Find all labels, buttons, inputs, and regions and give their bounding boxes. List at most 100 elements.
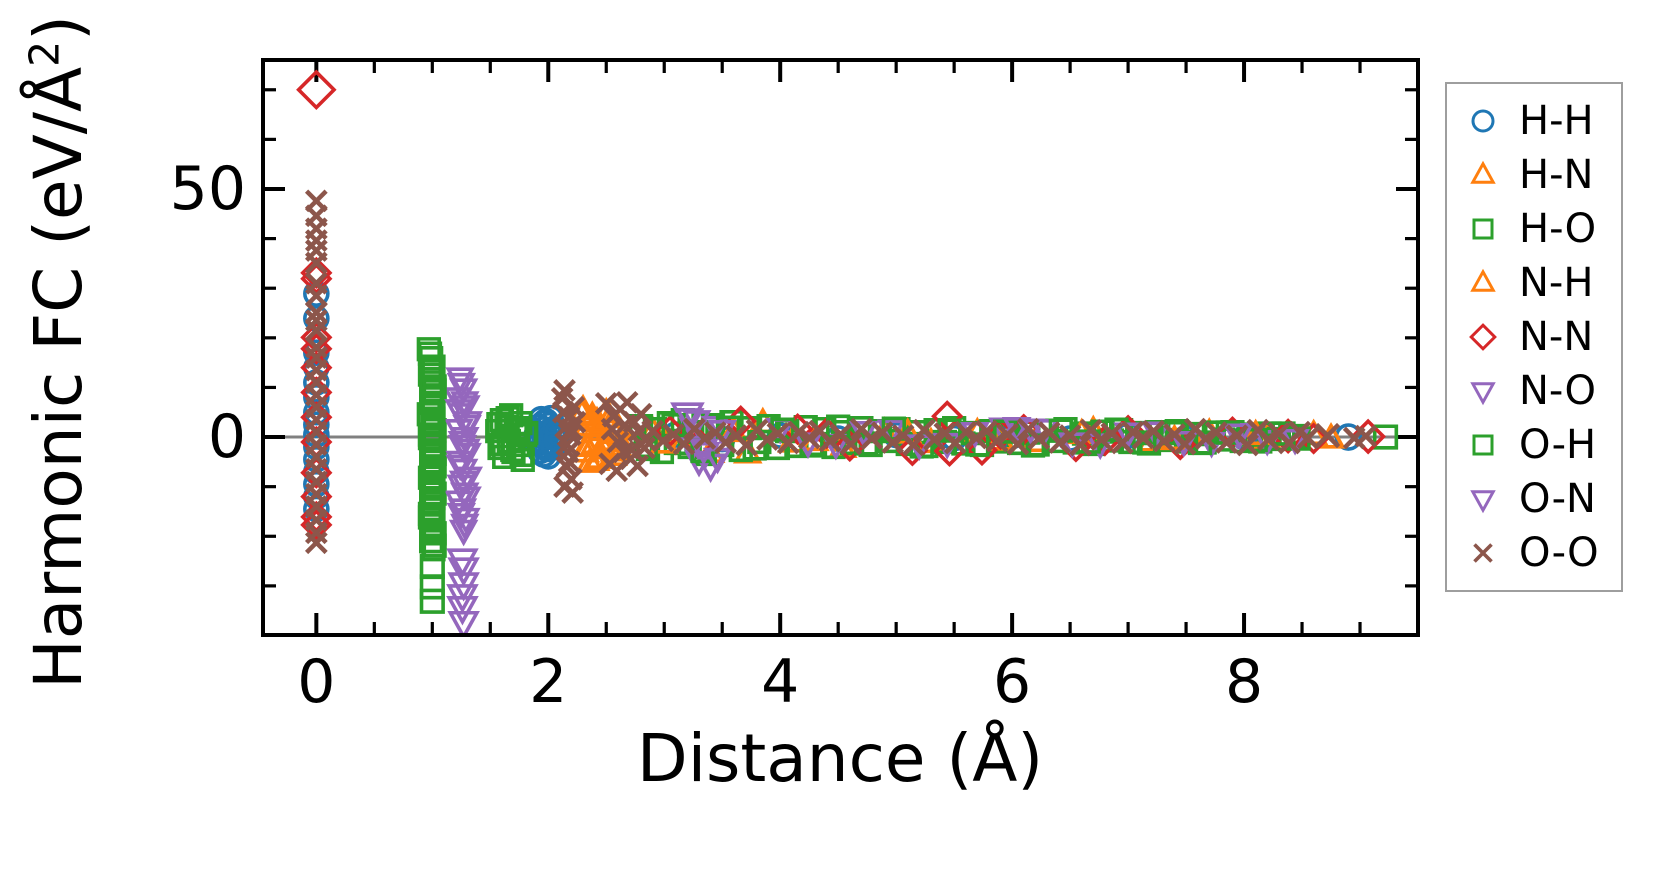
legend-item-N-N: N-N	[1447, 310, 1621, 364]
marker-O-O	[860, 427, 884, 450]
legend-label: N-H	[1519, 260, 1594, 306]
marker-O-O	[1236, 433, 1259, 457]
marker-O-O	[651, 429, 675, 453]
marker-O-O	[594, 391, 618, 415]
marker-O-O	[613, 413, 637, 437]
marker-N-O	[446, 596, 479, 626]
legend-label: H-N	[1519, 152, 1594, 198]
marker-O-N	[448, 470, 479, 498]
legend-marker-diamond-icon	[1469, 323, 1497, 351]
scatter-series	[296, 69, 1399, 635]
legend-label: O-O	[1519, 530, 1599, 576]
marker-O-N	[452, 415, 482, 442]
marker-N-N	[300, 321, 333, 354]
marker-O-O	[1131, 426, 1155, 450]
x-tick-label-2: 2	[529, 647, 568, 717]
marker-O-N	[444, 399, 474, 426]
marker-O-O	[1090, 428, 1113, 451]
legend-marker-triangle-down-icon	[1470, 490, 1496, 514]
marker-N-N	[300, 332, 333, 365]
marker-O-O	[553, 475, 576, 499]
marker-O-O	[881, 431, 905, 454]
marker-O-H	[422, 454, 447, 479]
legend-marker-square-icon	[1472, 218, 1494, 240]
marker-O-H	[420, 358, 445, 383]
legend-marker-circle-icon	[1471, 109, 1495, 133]
marker-O-H	[421, 406, 446, 431]
y-axis-label: Harmonic FC (eV/Å2)	[19, 15, 97, 689]
x-axis-label-text: Distance (	[636, 720, 973, 797]
marker-O-N	[452, 486, 482, 514]
marker-O-O	[560, 418, 583, 441]
legend-label: N-O	[1519, 368, 1596, 414]
marker-N-O	[446, 548, 479, 578]
marker-O-O	[1215, 431, 1239, 454]
legend-marker-x-icon	[1473, 543, 1493, 563]
marker-O-O	[923, 428, 946, 451]
marker-H-O	[419, 574, 445, 600]
marker-O-O	[839, 432, 863, 456]
legend-label: N-N	[1519, 314, 1594, 360]
legend-marker-triangle-up-icon	[1470, 268, 1496, 292]
marker-O-O	[787, 420, 811, 444]
marker-O-O	[964, 426, 988, 450]
marker-H-N	[575, 446, 605, 473]
marker-O-O	[304, 251, 328, 275]
marker-N-N	[833, 429, 866, 463]
marker-O-H	[661, 412, 686, 438]
marker-O-O	[985, 429, 1009, 453]
marker-O-O	[1069, 433, 1092, 457]
marker-N-N	[300, 508, 333, 541]
marker-O-O	[553, 379, 576, 402]
marker-O-O	[304, 284, 328, 308]
marker-O-O	[1257, 428, 1280, 451]
marker-O-O	[1121, 420, 1145, 444]
marker-O-O	[1027, 427, 1051, 450]
marker-N-N	[296, 69, 337, 111]
marker-O-O	[1173, 432, 1197, 456]
marker-O-O	[304, 531, 328, 555]
marker-O-O	[620, 438, 644, 462]
angstrom-symbol: Å	[972, 720, 1018, 797]
legend-item-H-N: H-N	[1447, 148, 1621, 202]
legend-item-O-O: O-O	[1447, 526, 1621, 580]
marker-O-O	[557, 450, 581, 474]
legend-item-H-O: H-O	[1447, 202, 1621, 256]
marker-O-H	[422, 374, 447, 399]
marker-O-H	[418, 390, 444, 415]
marker-O-H	[417, 341, 443, 366]
marker-O-H	[417, 422, 443, 447]
marker-O-H	[826, 414, 851, 439]
legend-item-H-H: H-H	[1447, 94, 1621, 148]
marker-O-O	[1314, 422, 1341, 449]
legend-item-O-N: O-N	[1447, 472, 1621, 526]
x-tick-label-4: 4	[761, 647, 800, 717]
marker-O-N	[446, 372, 477, 400]
marker-O-N	[1168, 430, 1199, 458]
legend-marker-triangle-down-icon	[1470, 382, 1496, 406]
marker-O-O	[304, 319, 328, 342]
marker-H-O	[1372, 424, 1399, 450]
marker-O-O	[1048, 431, 1072, 454]
marker-O-O	[1296, 426, 1320, 450]
marker-O-O	[735, 433, 758, 457]
marker-O-O	[606, 430, 630, 454]
marker-O-O	[600, 417, 624, 441]
marker-O-H	[495, 406, 520, 431]
x-tick-label-6: 6	[993, 647, 1032, 717]
marker-O-N	[451, 438, 481, 466]
legend: H-H H-N H-O N-H N-N N-O O-H O-N O-O	[1445, 82, 1623, 592]
marker-O-O	[797, 426, 821, 450]
superscript-2: 2	[20, 40, 69, 67]
legend-marker-triangle-up-icon	[1470, 160, 1496, 184]
marker-O-N	[447, 557, 480, 587]
marker-O-H	[418, 470, 444, 495]
legend-item-N-O: N-O	[1447, 364, 1621, 418]
marker-O-H	[514, 420, 539, 446]
marker-O-H	[504, 415, 530, 441]
marker-O-H	[417, 501, 443, 527]
marker-N-H	[590, 425, 620, 453]
marker-N-N	[896, 434, 929, 467]
marker-O-H	[422, 533, 447, 558]
